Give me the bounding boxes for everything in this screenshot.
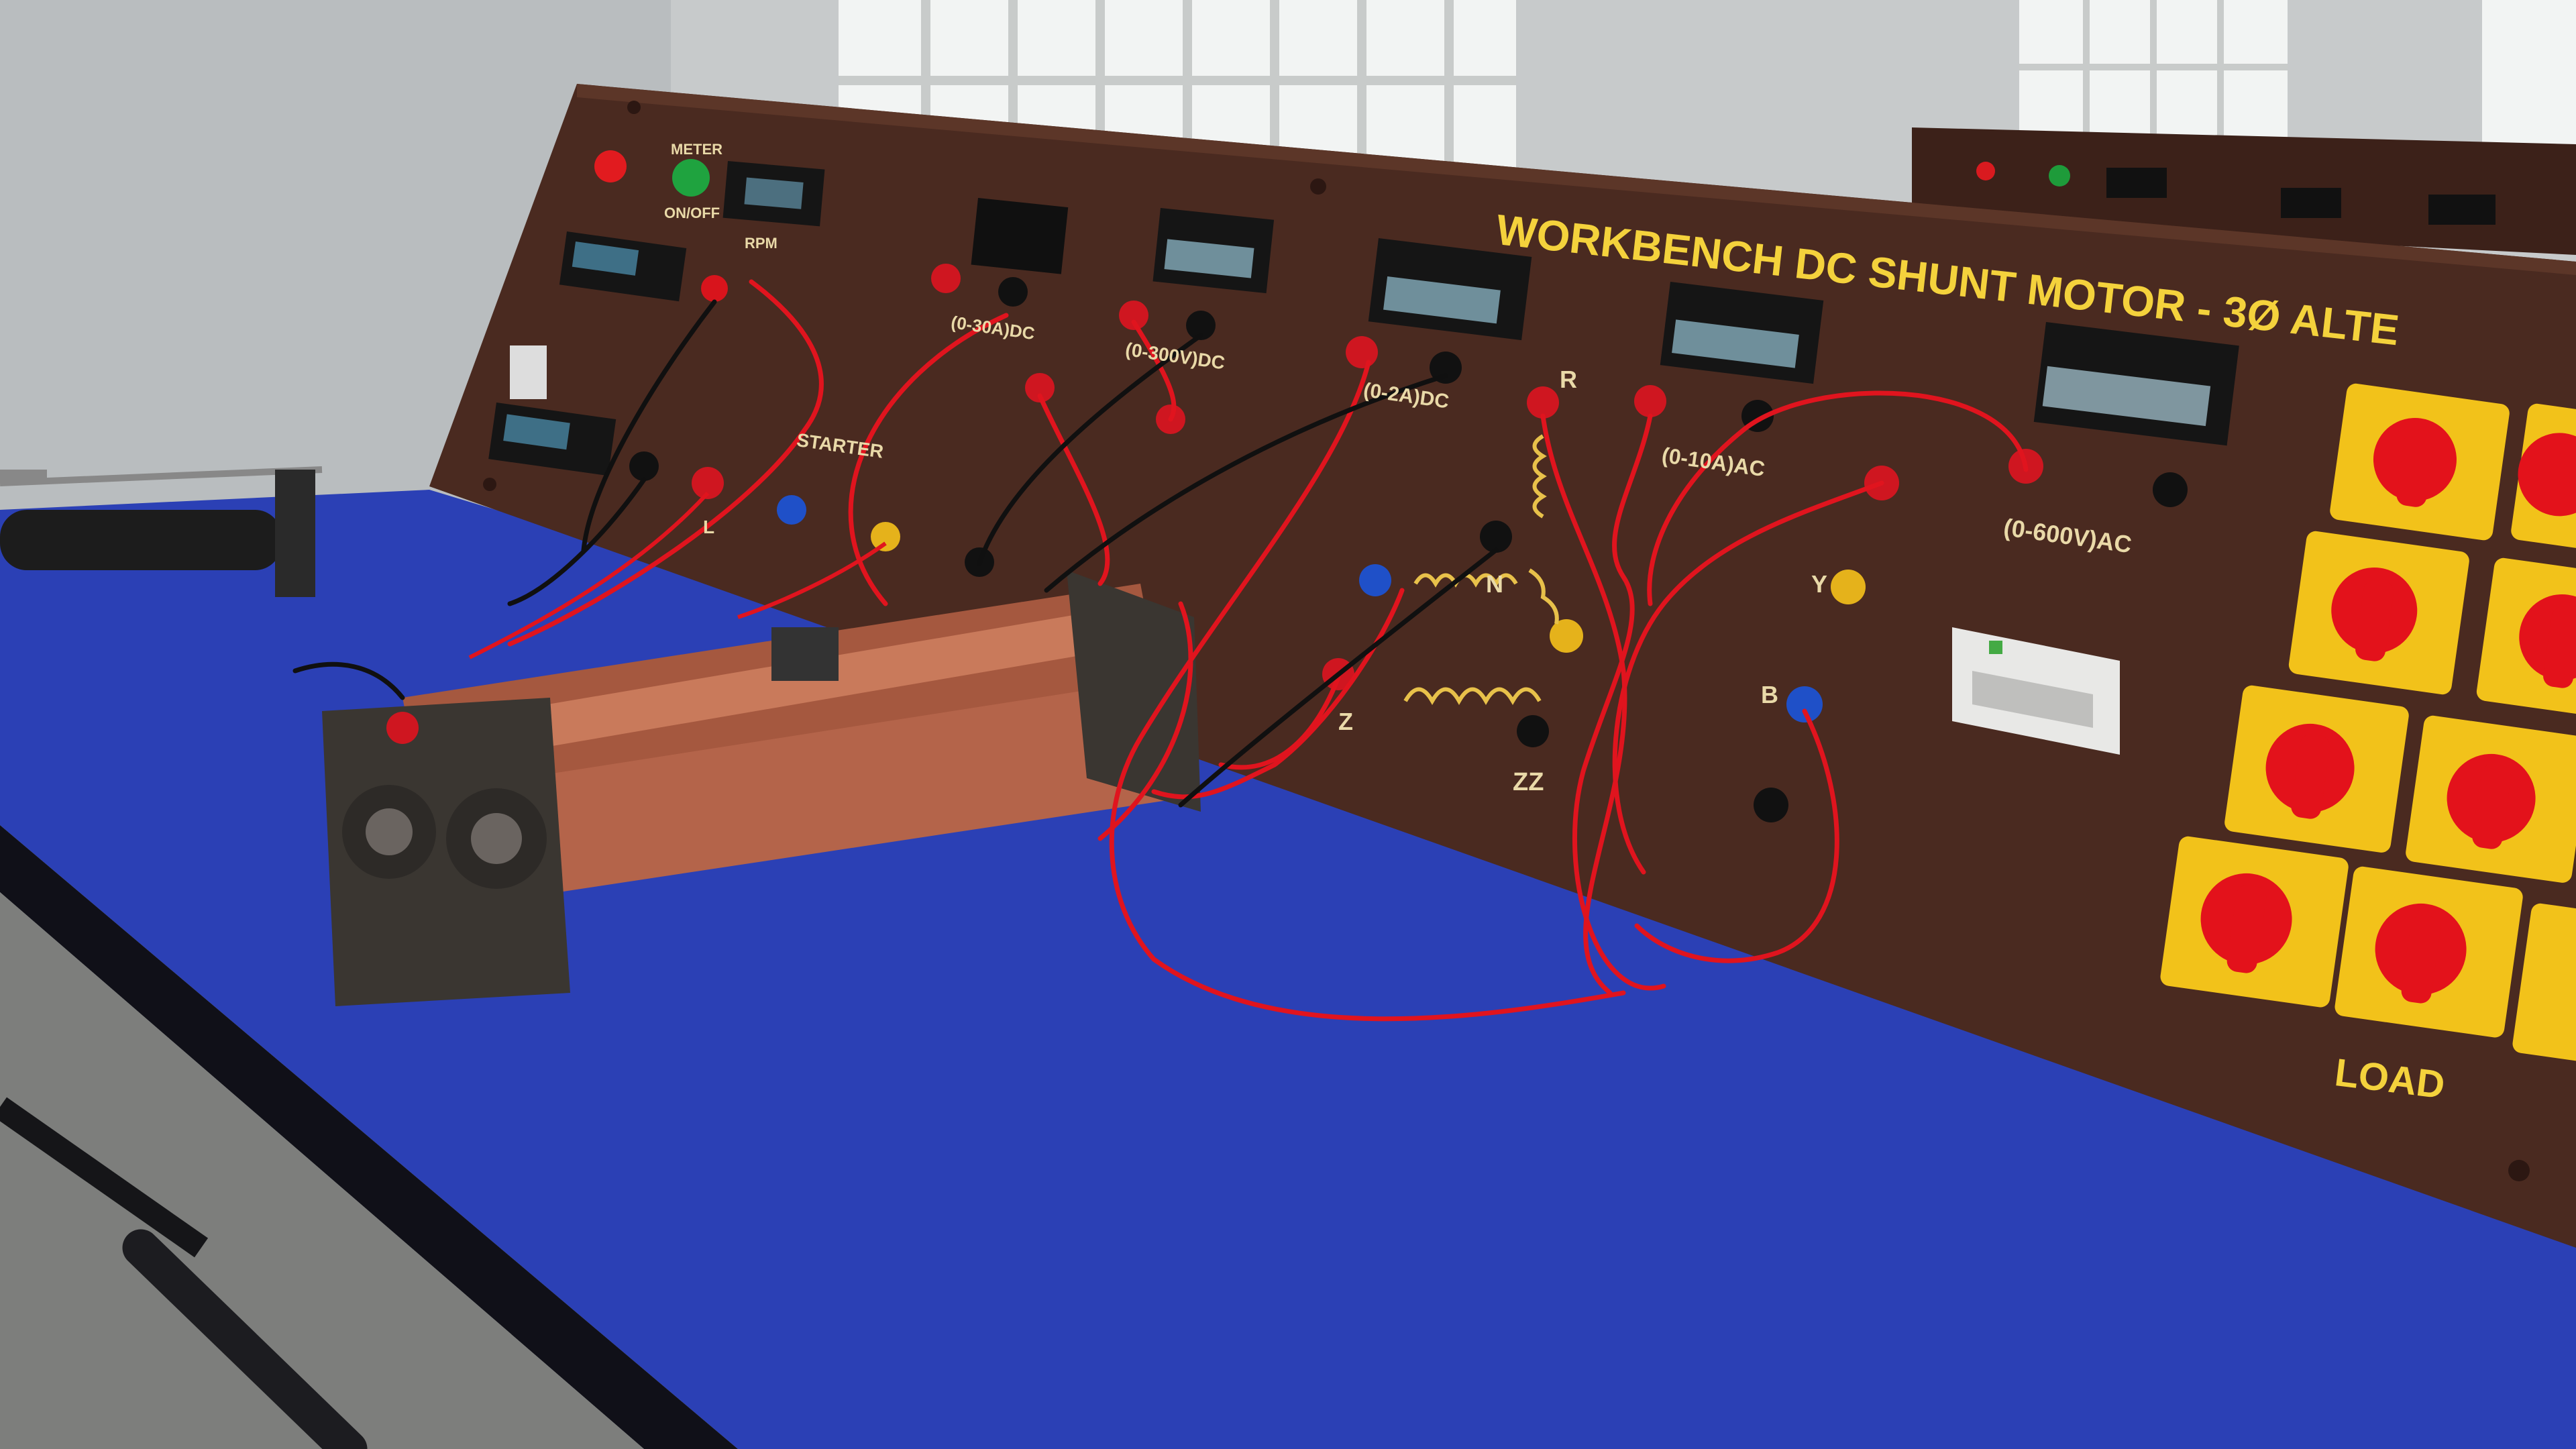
dc-voltage-meter bbox=[1152, 208, 1275, 294]
main-mcb[interactable] bbox=[1952, 627, 2120, 755]
left-rod bbox=[0, 466, 323, 597]
window-right bbox=[2019, 0, 2576, 154]
l-label: L bbox=[703, 517, 715, 537]
coil-symbols bbox=[1403, 434, 1559, 706]
terminal-b-label: B bbox=[1761, 681, 1778, 708]
rheostat bbox=[322, 570, 1201, 1006]
rpm-label: RPM bbox=[745, 235, 777, 252]
red-wires-left bbox=[468, 491, 887, 659]
black-wires bbox=[292, 299, 1499, 808]
terminals[interactable] bbox=[629, 264, 2188, 822]
main-panel bbox=[429, 84, 2576, 1248]
terminal-y-label: Y bbox=[1811, 570, 1828, 598]
onoff-label: ON/OFF bbox=[664, 205, 720, 221]
window-left bbox=[839, 0, 1516, 174]
meter-on-off-button[interactable] bbox=[672, 159, 710, 197]
terminal-n-label: N bbox=[1486, 570, 1503, 598]
load-switch-bank[interactable] bbox=[2159, 382, 2576, 1063]
dc-current-meter bbox=[971, 198, 1069, 274]
terminal-zz-label: ZZ bbox=[1513, 768, 1544, 796]
ac-current-meter bbox=[1660, 281, 1824, 384]
terminal-r-label: R bbox=[1560, 366, 1577, 393]
ac-voltage-meter bbox=[2033, 322, 2239, 446]
mcb-small[interactable] bbox=[510, 345, 547, 399]
terminal-z-label: Z bbox=[1338, 708, 1353, 735]
meter-label: METER bbox=[671, 141, 722, 158]
power-indicator-lamp bbox=[594, 150, 627, 182]
dc-field-meter bbox=[1368, 238, 1532, 341]
